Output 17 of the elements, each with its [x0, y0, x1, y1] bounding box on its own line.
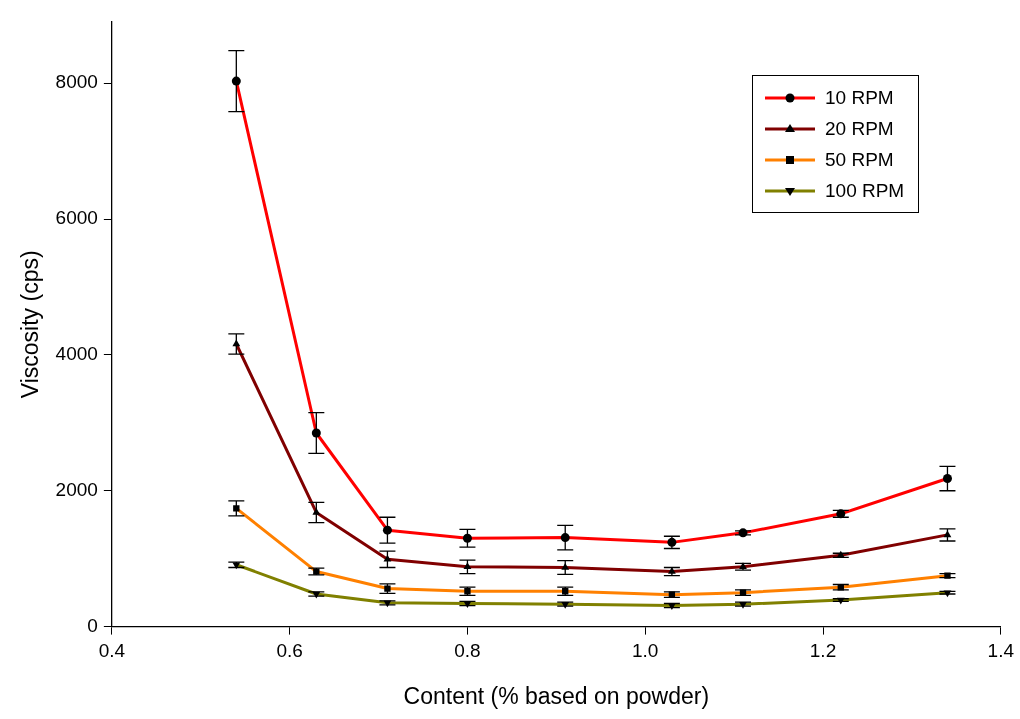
- x-tick-label: 0.6: [276, 640, 303, 662]
- x-tick-label: 1.0: [632, 640, 659, 662]
- x-tick-label: 0.4: [98, 640, 126, 662]
- y-tick-label: 8000: [55, 71, 98, 93]
- y-tick-label: 2000: [55, 478, 98, 500]
- x-tick-label: 1.2: [809, 640, 837, 662]
- y-tick-label: 4000: [55, 343, 98, 365]
- y-axis-title: Viscosity (cps): [17, 250, 44, 399]
- x-tick-label: 1.4: [987, 640, 1015, 662]
- legend-label: 10 RPM: [825, 86, 894, 109]
- x-axis-title: Content (% based on powder): [403, 682, 710, 709]
- y-tick-label: 6000: [55, 207, 98, 229]
- legend-label: 50 RPM: [825, 148, 894, 171]
- legend-label: 100 RPM: [825, 179, 905, 202]
- x-tick-label: 0.8: [454, 640, 481, 662]
- legend-label: 20 RPM: [825, 117, 894, 140]
- y-tick-label: 0: [87, 614, 98, 636]
